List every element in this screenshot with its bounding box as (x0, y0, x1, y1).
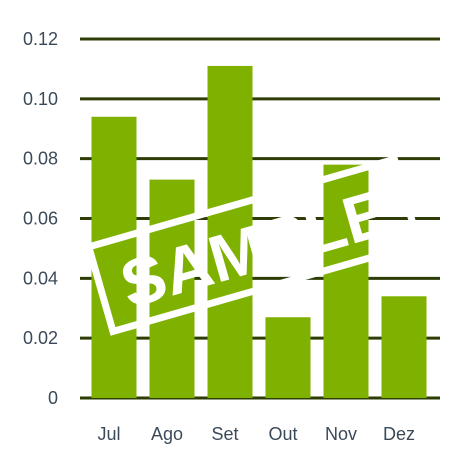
y-tick-label: 0.02 (23, 328, 58, 348)
y-tick-label: 0.12 (23, 29, 58, 49)
bar-set (207, 65, 253, 399)
y-tick-label: 0.10 (23, 89, 58, 109)
x-tick-label: Ago (151, 424, 183, 444)
bars (91, 65, 427, 399)
y-tick-label: 0.08 (23, 149, 58, 169)
y-axis-ticks: 0 0.02 0.04 0.06 0.08 0.10 0.12 (23, 29, 58, 408)
x-tick-label: Dez (383, 424, 415, 444)
watermark-frame (84, 154, 424, 336)
gridlines (80, 37, 440, 400)
sample-watermark: SAMPLE (84, 154, 424, 336)
y-tick-label: 0.06 (23, 209, 58, 229)
y-tick-label: 0 (48, 388, 58, 408)
bar-dez (381, 296, 427, 398)
bar-out (265, 317, 311, 398)
x-tick-label: Jul (97, 424, 120, 444)
y-tick-label: 0.04 (23, 268, 58, 288)
x-tick-label: Nov (325, 424, 357, 444)
x-tick-label: Set (211, 424, 238, 444)
bar-jul (91, 116, 137, 399)
bar-nov (323, 164, 369, 398)
x-tick-label: Out (268, 424, 297, 444)
x-axis-ticks: Jul Ago Set Out Nov Dez (97, 424, 415, 444)
